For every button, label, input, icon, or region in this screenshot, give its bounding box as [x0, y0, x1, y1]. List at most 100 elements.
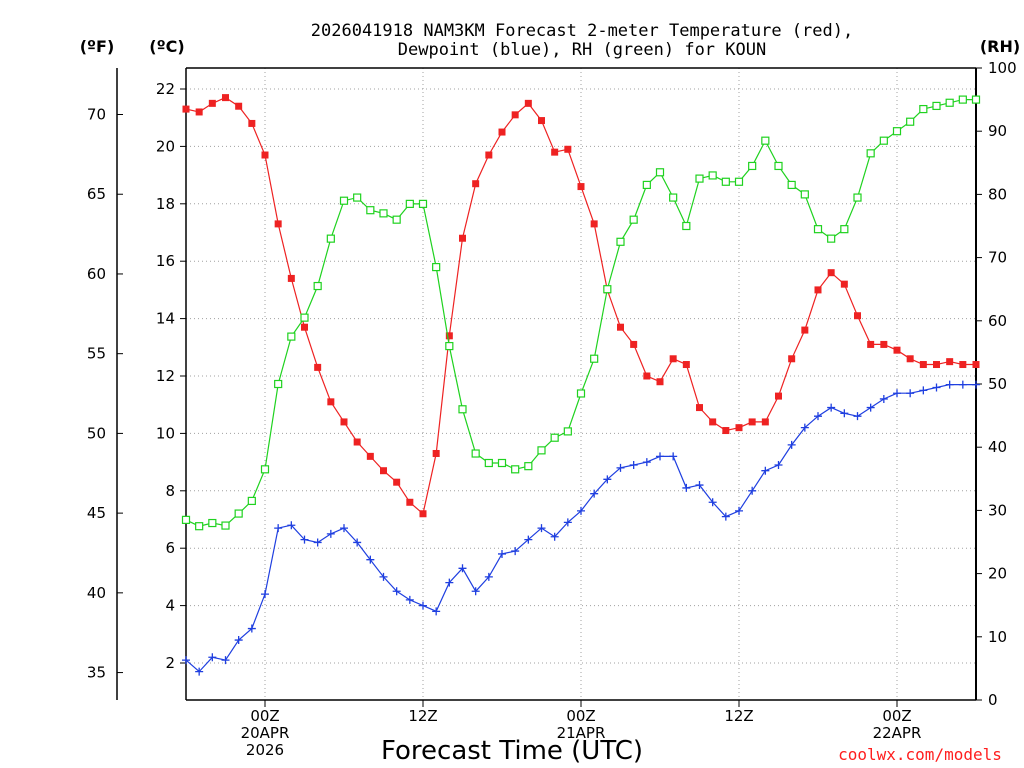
temperature-point	[498, 128, 506, 136]
fahrenheit-unit-label: (ºF)	[80, 37, 115, 56]
rh-point	[616, 237, 625, 246]
fahrenheit-tick-label: 40	[87, 584, 106, 602]
temperature-point	[511, 111, 519, 119]
rh-point	[669, 193, 678, 202]
dewpoint-point	[379, 572, 388, 581]
celsius-tick-label: 2	[165, 654, 175, 672]
grid-lines	[186, 68, 976, 700]
temperature-point	[485, 151, 493, 159]
celsius-tick-label: 14	[156, 310, 175, 328]
temperature-point	[827, 269, 835, 277]
temperature-point	[551, 148, 559, 156]
temperature-point	[208, 99, 216, 107]
fahrenheit-tick-label: 70	[87, 106, 106, 124]
rh-point	[181, 515, 191, 524]
dewpoint-point	[563, 518, 572, 527]
dewpoint-point	[932, 383, 941, 392]
rh-point	[247, 496, 256, 506]
temperature-point	[564, 145, 572, 153]
temperature-point	[854, 312, 861, 320]
chart-title-line-1: 2026041918 NAM3KM Forecast 2-meter Tempe…	[311, 21, 853, 41]
celsius-tick-label: 6	[165, 539, 175, 557]
temperature-point	[274, 220, 282, 228]
temperature-point	[195, 108, 203, 116]
dewpoint-point	[629, 460, 638, 469]
dewpoint-point	[511, 547, 520, 556]
dewpoint-point	[735, 506, 743, 515]
dewpoint-point	[577, 506, 585, 515]
fahrenheit-tick-label: 50	[87, 424, 106, 442]
rh-point	[274, 379, 283, 389]
temperature-point	[880, 340, 888, 348]
dewpoint-point	[603, 475, 612, 484]
rh-point	[234, 509, 243, 518]
rh-point	[945, 98, 954, 107]
temperature-point	[709, 418, 717, 426]
rh-tick-label: 80	[988, 185, 1007, 203]
rh-point	[971, 95, 981, 104]
rh-point	[195, 522, 204, 531]
dewpoint-point	[366, 555, 375, 564]
dewpoint-point	[300, 535, 309, 544]
temperature-point	[906, 355, 914, 363]
temperature-point	[287, 274, 295, 282]
celsius-tick-label: 16	[156, 252, 175, 270]
dewpoint-point	[774, 460, 783, 469]
rh-point	[300, 313, 309, 322]
rh-unit-label: (RH)	[980, 37, 1020, 56]
rh-point	[813, 225, 823, 234]
dewpoint-point	[972, 380, 980, 389]
axes: 2 4 6 8 10 12 14 16 18 20 22 35 40 45 50 55 60 65 70 0 10 20 3…	[87, 59, 1017, 759]
rh-point	[800, 190, 809, 199]
fahrenheit-tick-label: 55	[87, 345, 106, 363]
temperature-point	[959, 361, 967, 369]
dewpoint-point	[761, 466, 770, 475]
dewpoint-point	[445, 578, 454, 587]
temperature-point	[590, 220, 598, 228]
rh-tick-label: 0	[988, 691, 998, 709]
dewpoint-point	[682, 483, 691, 492]
dewpoint-point	[945, 380, 954, 389]
dewpoint-point	[656, 452, 664, 461]
dewpoint-point	[498, 549, 506, 558]
temperature-point	[840, 280, 848, 288]
data-series	[181, 94, 981, 676]
rh-point	[339, 196, 349, 205]
rh-tick-label: 10	[988, 628, 1007, 646]
temperature-point	[748, 418, 756, 426]
dewpoint-point	[340, 524, 348, 533]
rh-point	[366, 206, 375, 215]
dewpoint-point	[432, 607, 441, 616]
temperature-point	[393, 478, 401, 486]
rh-point	[458, 405, 467, 414]
temperature-point	[301, 323, 308, 331]
dewpoint-point	[866, 403, 875, 412]
temperature-point	[472, 180, 480, 188]
celsius-tick-label: 22	[156, 80, 175, 98]
x-tick-label: 21APR	[557, 724, 606, 742]
rh-point	[840, 225, 849, 234]
rh-point	[563, 427, 572, 436]
dewpoint-point	[484, 572, 493, 581]
rh-point	[629, 215, 638, 224]
x-tick-label: 12Z	[408, 707, 437, 725]
rh-point	[524, 462, 533, 471]
rh-point	[260, 465, 270, 474]
rh-point	[655, 168, 665, 177]
rh-point	[906, 117, 915, 126]
temperature-point	[788, 355, 796, 363]
rh-point	[550, 433, 559, 442]
rh-tick-label: 90	[988, 122, 1007, 140]
temperature-point	[366, 452, 374, 460]
rh-point	[827, 234, 836, 243]
celsius-unit-label: (ºC)	[149, 37, 184, 56]
dewpoint-point	[695, 481, 704, 490]
dewpoint-point	[221, 656, 230, 665]
rh-point	[708, 171, 717, 180]
x-tick-label: 00Z	[250, 707, 279, 725]
temperature-point	[867, 340, 875, 348]
dewpoint-point	[287, 521, 296, 530]
rh-tick-label: 30	[988, 501, 1007, 519]
